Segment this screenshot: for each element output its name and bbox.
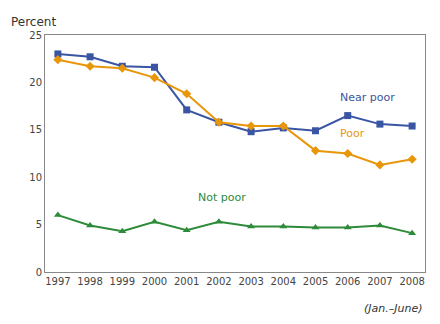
svg-text:1997: 1997 [45,276,70,287]
svg-text:20: 20 [29,77,42,88]
svg-text:0: 0 [36,267,42,278]
svg-text:10: 10 [29,172,42,183]
svg-text:2002: 2002 [206,276,231,287]
svg-text:1999: 1999 [110,276,135,287]
svg-text:Percent: Percent [11,15,56,29]
svg-text:2001: 2001 [174,276,199,287]
svg-text:1998: 1998 [77,276,102,287]
svg-text:2007: 2007 [367,276,392,287]
svg-text:2005: 2005 [303,276,328,287]
svg-text:(Jan.–June): (Jan.–June) [364,302,423,315]
svg-text:15: 15 [29,124,42,135]
svg-text:2003: 2003 [238,276,263,287]
svg-text:2006: 2006 [335,276,360,287]
svg-text:5: 5 [36,219,42,230]
svg-text:Not poor: Not poor [198,191,246,204]
svg-text:2008: 2008 [399,276,424,287]
svg-text:2000: 2000 [142,276,167,287]
svg-text:25: 25 [29,30,42,41]
svg-text:2004: 2004 [271,276,296,287]
svg-text:Near poor: Near poor [340,91,395,104]
svg-text:Poor: Poor [340,127,365,140]
